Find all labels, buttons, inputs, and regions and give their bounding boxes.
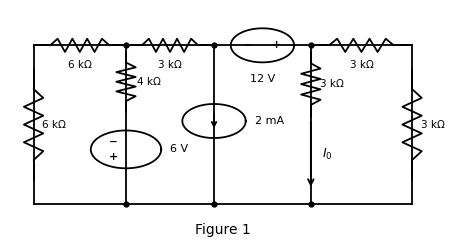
Text: +: + (109, 152, 118, 162)
Text: 3 kΩ: 3 kΩ (420, 120, 444, 129)
Text: −: − (109, 137, 118, 147)
Text: 6 kΩ: 6 kΩ (42, 120, 66, 129)
Text: 3 kΩ: 3 kΩ (158, 60, 182, 69)
Text: 4 kΩ: 4 kΩ (137, 77, 161, 87)
Text: 6 kΩ: 6 kΩ (68, 60, 92, 69)
Text: 6 V: 6 V (170, 144, 188, 154)
Text: −: − (243, 40, 252, 50)
Text: +: + (272, 40, 281, 50)
Text: $I_0$: $I_0$ (321, 147, 332, 162)
Text: Figure 1: Figure 1 (194, 223, 250, 237)
Text: 3 kΩ: 3 kΩ (349, 60, 373, 69)
Text: 2 mA: 2 mA (254, 116, 283, 126)
Text: 12 V: 12 V (249, 74, 275, 84)
Text: 3 kΩ: 3 kΩ (319, 79, 343, 89)
